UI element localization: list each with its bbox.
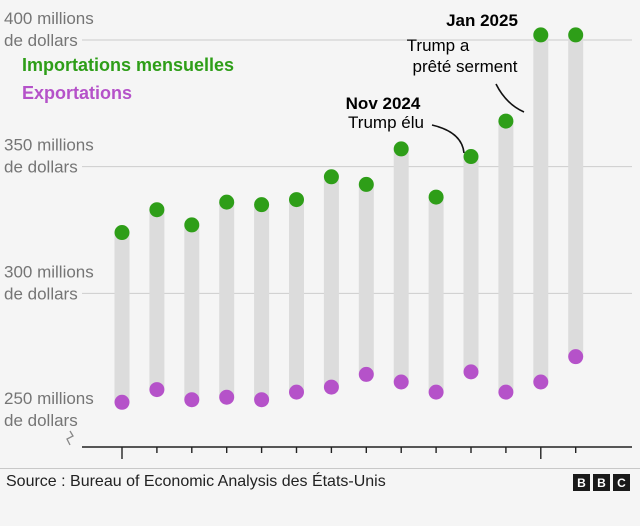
export-point-12: [533, 374, 549, 390]
y-tick-label-250: 250 millions: [4, 389, 94, 408]
import-point-7: [358, 176, 374, 192]
export-point-9: [428, 384, 444, 400]
import-point-4: [254, 197, 270, 213]
axis-break-mark: [66, 430, 74, 446]
import-point-13: [568, 27, 584, 43]
y-tick-unit-300: de dollars: [4, 284, 78, 303]
import-point-1: [149, 202, 165, 218]
range-bars: [114, 34, 584, 403]
y-tick-unit-250: de dollars: [4, 411, 78, 430]
y-tick-label-300: 300 millions: [4, 262, 94, 281]
source-note: Source : Bureau of Economic Analysis des…: [6, 473, 386, 490]
annotation-jan-2025-text-1: Trump a: [407, 36, 470, 55]
y-tick-label-350: 350 millions: [4, 136, 94, 155]
import-point-9: [428, 189, 444, 205]
import-point-11: [498, 113, 514, 129]
export-point-5: [289, 384, 304, 400]
data-points: [114, 27, 584, 410]
bbc-logo-b2: B: [593, 474, 610, 491]
footer: Source : Bureau of Economic Analysis des…: [0, 468, 640, 526]
chart: 400 millions de dollars 350 millions de dol…: [4, 9, 632, 459]
import-point-5: [289, 192, 304, 208]
import-point-2: [184, 217, 200, 233]
legend-exports: Exportations: [22, 83, 132, 103]
export-point-1: [149, 382, 165, 398]
range-bar-10: [463, 156, 479, 372]
import-point-8: [393, 141, 409, 157]
range-bar-11: [498, 121, 514, 393]
y-axis-labels: 400 millions de dollars 350 millions de dol…: [4, 9, 94, 430]
import-point-3: [219, 194, 235, 210]
bbc-logo-c: C: [613, 474, 630, 491]
export-point-13: [568, 349, 584, 365]
range-bar-1: [149, 209, 165, 390]
range-bar-9: [428, 197, 444, 393]
range-bar-7: [358, 184, 374, 375]
import-point-10: [463, 149, 479, 165]
import-point-0: [114, 225, 130, 241]
annotation-jan-2025-text-2: prêté serment: [413, 57, 518, 76]
annotation-nov-2024-line: [431, 124, 465, 154]
annotation-jan-2025-title: Jan 2025: [446, 11, 518, 30]
annotations: Nov 2024 Trump élu Jan 2025 Trump a prêt…: [346, 11, 525, 154]
y-tick-unit-350: de dollars: [4, 158, 78, 177]
range-bar-2: [184, 224, 200, 400]
range-bar-5: [289, 199, 304, 393]
legend-imports: Importations mensuelles: [22, 55, 234, 75]
export-point-11: [498, 384, 514, 400]
range-bar-12: [533, 34, 549, 382]
import-point-12: [533, 27, 549, 43]
export-point-0: [114, 394, 130, 410]
export-point-4: [254, 392, 270, 408]
export-point-2: [184, 392, 200, 408]
annotation-jan-2025-line: [495, 83, 525, 113]
range-bar-0: [114, 232, 130, 403]
range-bar-4: [254, 204, 270, 400]
export-point-10: [463, 364, 479, 380]
export-point-6: [323, 379, 339, 395]
bbc-logo: B B C: [573, 474, 630, 491]
range-bar-13: [568, 34, 584, 357]
legend: Importations mensuelles Exportations: [22, 55, 234, 103]
y-tick-label-400: 400 millions: [4, 9, 94, 28]
annotation-nov-2024-text: Trump élu: [348, 113, 424, 132]
range-bar-3: [219, 202, 235, 398]
bbc-logo-b1: B: [573, 474, 590, 491]
x-axis: Jan 2024Jan 2025: [66, 430, 632, 459]
range-bar-6: [323, 176, 339, 388]
export-point-3: [219, 389, 235, 405]
y-tick-unit-400: de dollars: [4, 31, 78, 50]
export-point-7: [358, 366, 374, 382]
export-point-8: [393, 374, 409, 390]
import-point-6: [323, 169, 339, 185]
range-bar-8: [393, 148, 409, 382]
annotation-nov-2024-title: Nov 2024: [346, 94, 421, 113]
grid-lines: [82, 39, 632, 294]
